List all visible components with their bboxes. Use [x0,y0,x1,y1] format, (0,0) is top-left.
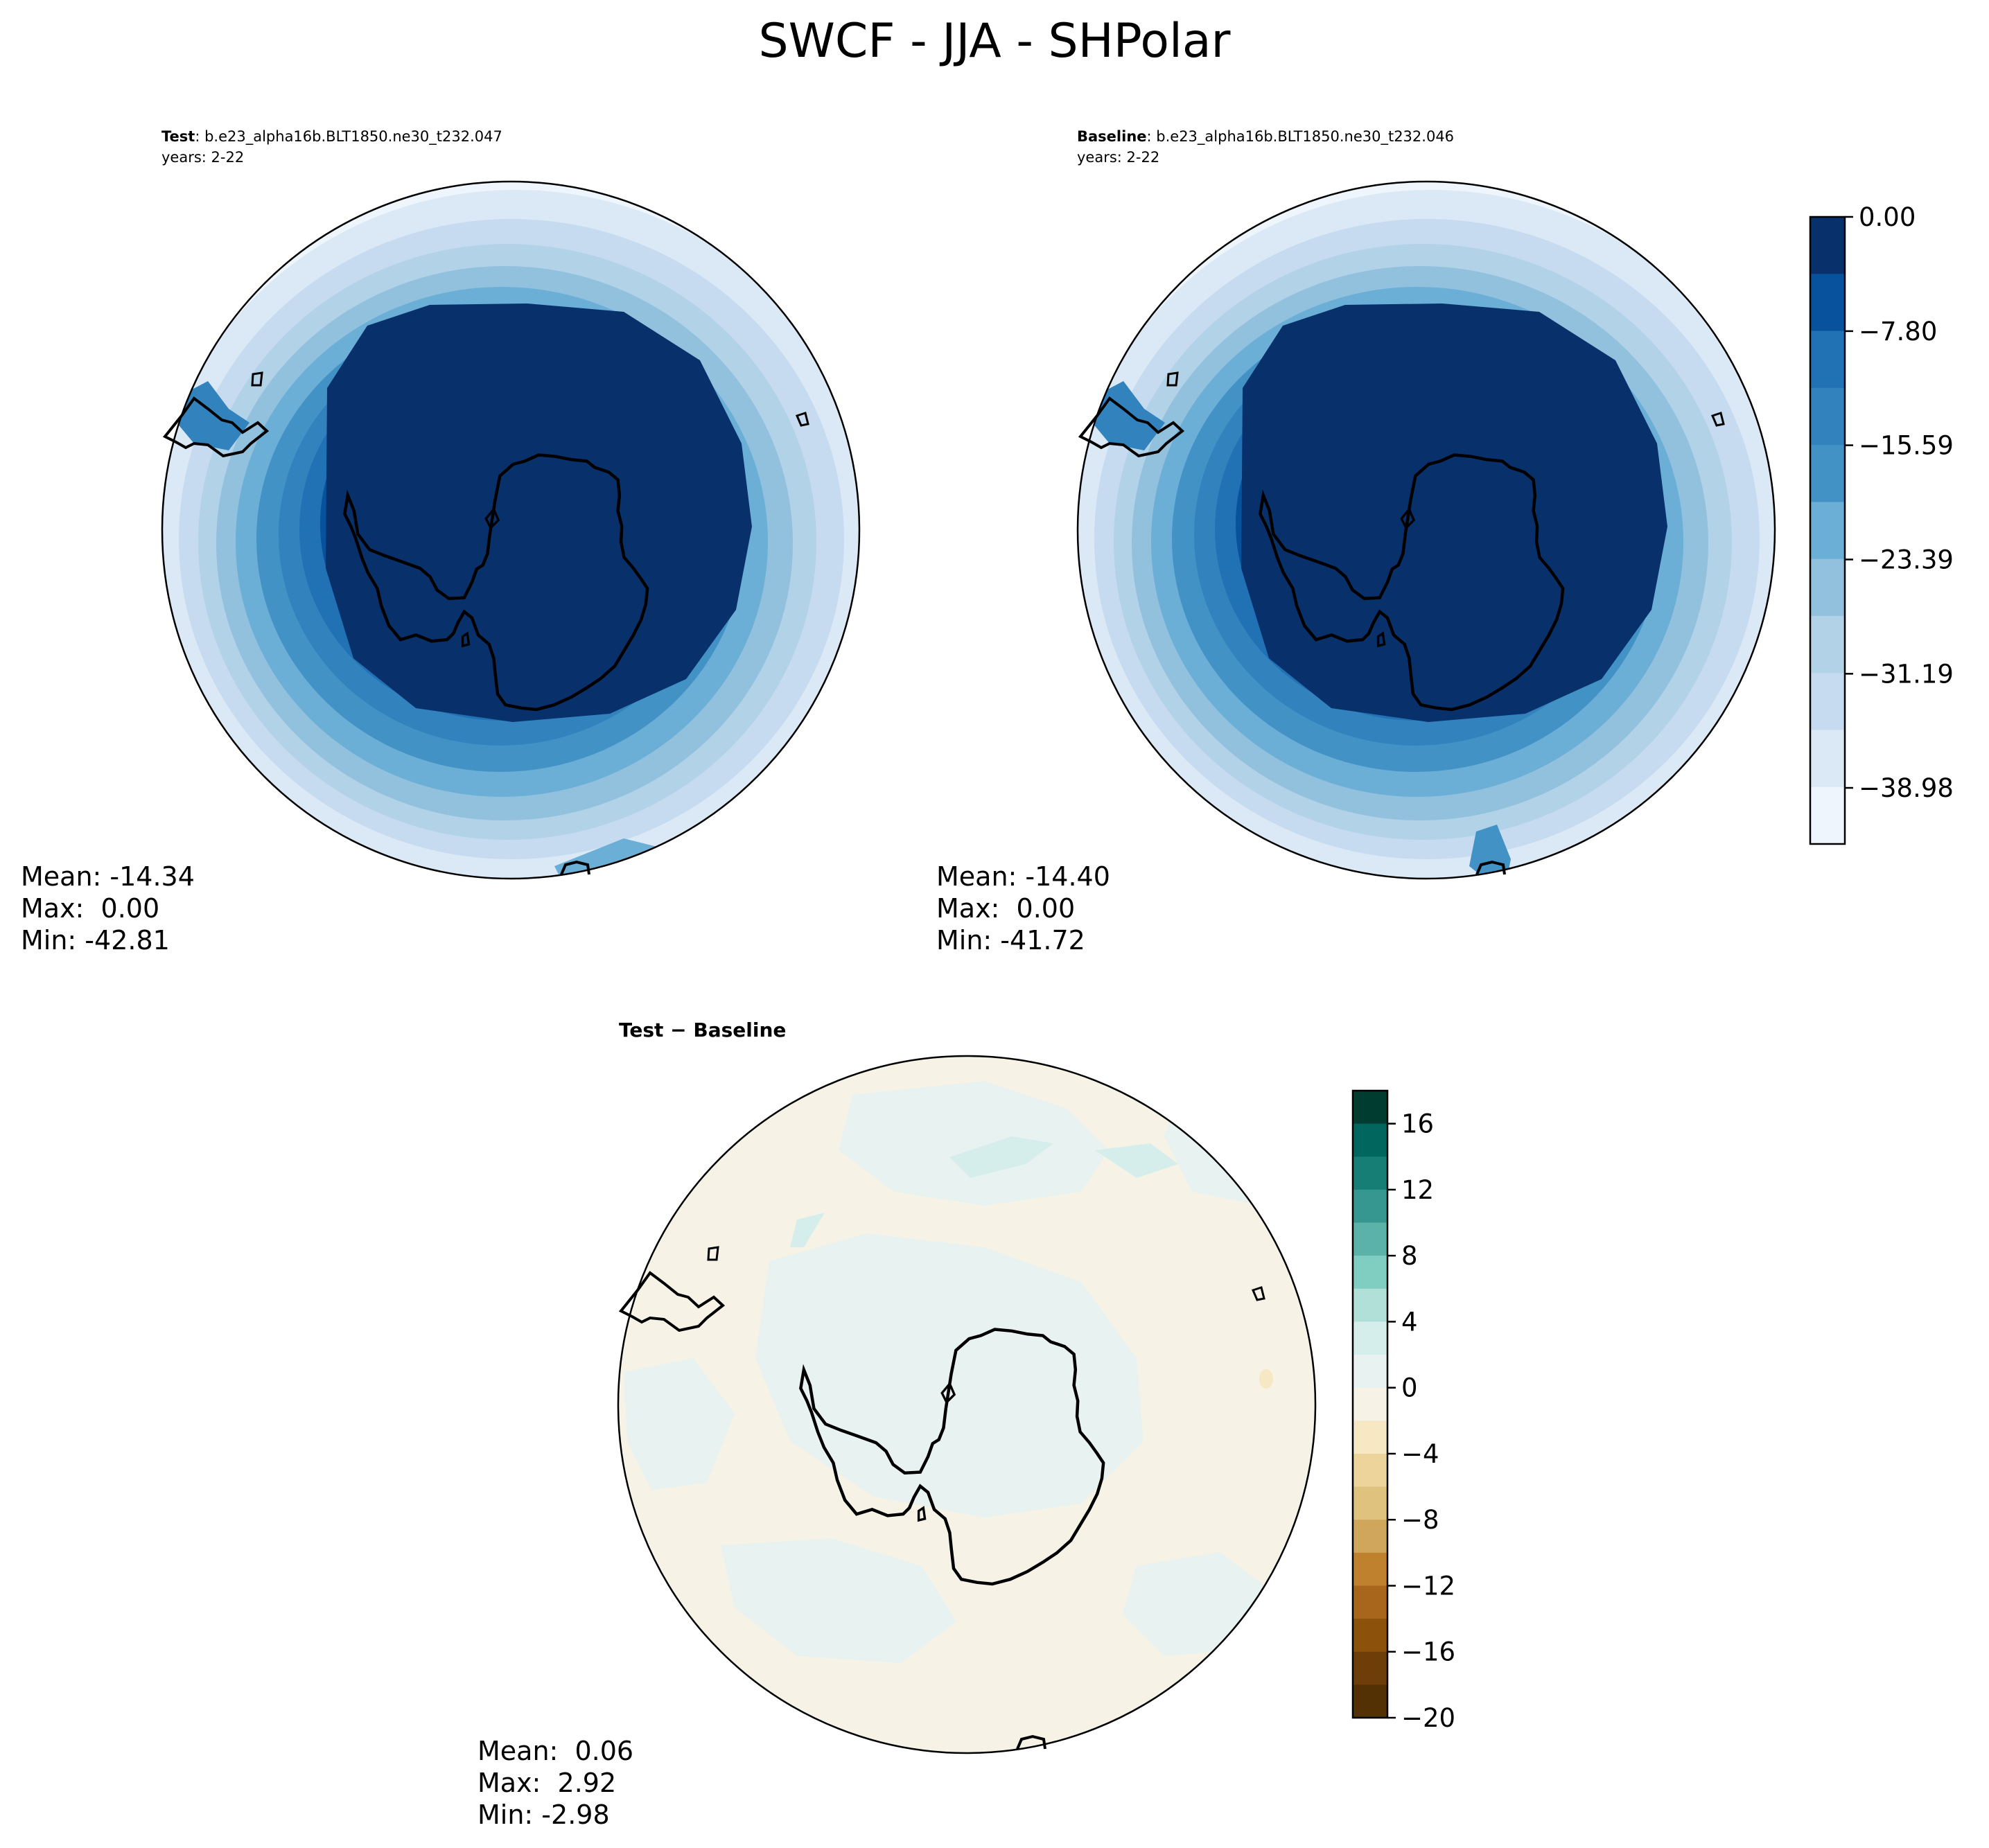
field-colorbar-tick-label: −23.39 [1859,545,1954,574]
field-colorbar-segment [1810,217,1845,274]
difference-min: Min: -2.98 [477,1799,610,1830]
difference-colorbar-tick-label: −20 [1401,1703,1455,1733]
baseline-min: Min: -41.72 [936,925,1085,956]
field-colorbar-segment [1810,387,1845,446]
difference-colorbar-frame [1351,1089,1389,1719]
difference-panel-title: Test − Baseline [619,1019,787,1041]
baseline-mean: Mean: -14.40 [936,861,1110,892]
test-max: Max: 0.00 [21,893,160,924]
test-panel-title: Test: b.e23_alpha16b.BLT1850.ne30_t232.0… [161,126,502,147]
difference-colorbar-tick-label: 0 [1401,1373,1418,1403]
baseline-map [1076,180,1776,880]
difference-colorbar: 16 12 8 4 0 −4 −8 −12 −16 −20 [1351,1089,1455,1733]
difference-colorbar-tick-label: −4 [1401,1439,1439,1469]
figure-title: SWCF - JJA - SHPolar [758,14,1231,69]
field-colorbar-segment [1810,502,1845,560]
difference-colorbar-segment [1353,1156,1387,1190]
difference-colorbar-segment [1353,1453,1387,1488]
field-colorbar: 0.00 −7.80 −15.59 −23.39 −31.19 −38.98 [1809,202,1954,845]
field-colorbar-tick-label: −15.59 [1859,431,1954,461]
difference-colorbar-segment [1353,1420,1387,1454]
difference-colorbar-tick-label: −16 [1401,1637,1455,1667]
baseline-stats: Mean: -14.40 Max: 0.00 Min: -41.72 [936,861,1110,956]
field-colorbar-segment [1810,615,1845,674]
test-years: years: 2-22 [161,149,245,166]
test-map [161,180,861,880]
difference-colorbar-tick-label: 8 [1401,1241,1418,1271]
test-mean: Mean: -14.34 [21,861,195,892]
field-colorbar-tick-label: 0.00 [1859,202,1916,232]
difference-colorbar-segment [1353,1189,1387,1224]
difference-colorbar-segment [1353,1321,1387,1355]
difference-colorbar-tick-label: 12 [1401,1175,1434,1205]
difference-colorbar-segment [1353,1222,1387,1256]
difference-colorbar-segment [1353,1123,1387,1157]
test-label: Test [161,128,195,145]
difference-colorbar-segment [1353,1355,1387,1389]
difference-colorbar-tick-label: 4 [1401,1307,1418,1337]
test-case-name: : b.e23_alpha16b.BLT1850.ne30_t232.047 [195,128,502,145]
difference-max: Max: 2.92 [477,1768,617,1798]
difference-colorbar-segment [1353,1684,1387,1718]
field-colorbar-segment [1810,558,1845,617]
difference-colorbar-segment [1353,1651,1387,1685]
baseline-years: years: 2-22 [1077,149,1160,166]
field-colorbar-segment [1810,445,1845,502]
field-colorbar-tick-label: −31.19 [1859,659,1954,689]
field-colorbar-segment [1810,274,1845,332]
baseline-case-name: : b.e23_alpha16b.BLT1850.ne30_t232.046 [1146,128,1455,145]
difference-colorbar-segment [1353,1091,1387,1125]
difference-colorbar-segment [1353,1585,1387,1619]
difference-colorbar-segment [1353,1387,1387,1421]
difference-mean: Mean: 0.06 [477,1736,634,1766]
test-min: Min: -42.81 [21,925,170,956]
baseline-panel-title: Baseline: b.e23_alpha16b.BLT1850.ne30_t2… [1077,126,1454,147]
field-colorbar-tick-label: −7.80 [1859,317,1937,346]
difference-colorbar-segment [1353,1619,1387,1653]
baseline-max: Max: 0.00 [936,893,1076,924]
difference-colorbar-segment [1353,1256,1387,1290]
field-colorbar-segment [1810,786,1845,845]
field-colorbar-frame [1809,215,1846,845]
baseline-label: Baseline [1077,128,1147,145]
difference-colorbar-tick-label: −8 [1401,1505,1439,1535]
difference-map [617,1055,1317,1754]
difference-colorbar-tick-label: −12 [1401,1571,1455,1601]
difference-colorbar-segment [1353,1552,1387,1587]
test-stats: Mean: -14.34 Max: 0.00 Min: -42.81 [21,861,195,956]
difference-colorbar-segment [1353,1288,1387,1323]
difference-colorbar-segment [1353,1486,1387,1520]
field-colorbar-segment [1810,730,1845,788]
difference-stats: Mean: 0.06 Max: 2.92 Min: -2.98 [477,1735,633,1831]
difference-colorbar-tick-label: 16 [1401,1109,1434,1139]
field-colorbar-segment [1810,673,1845,731]
field-colorbar-tick-label: −38.98 [1859,773,1954,803]
difference-colorbar-segment [1353,1520,1387,1554]
field-colorbar-segment [1810,331,1845,389]
